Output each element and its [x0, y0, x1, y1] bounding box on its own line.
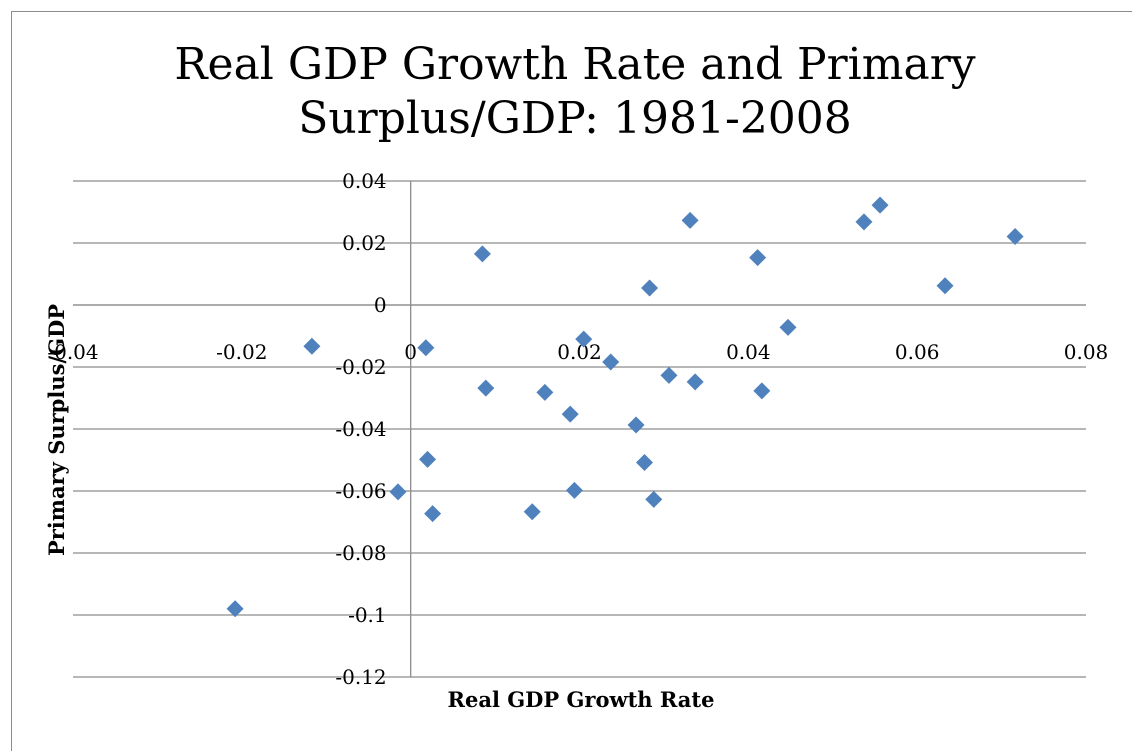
y-tick-labels: 0.04 0.02 0 -0.02 -0.04 -0.06 -0.08 -0.1 -0.12: [335, 169, 386, 689]
data-point-marker: [419, 450, 437, 468]
x-tick-label: 0.04: [726, 340, 771, 364]
x-axis-title: Real GDP Growth Rate: [448, 687, 715, 712]
chart-title-line-2: Surplus/GDP: 1981-2008: [298, 93, 852, 144]
y-tick-label: -0.06: [335, 479, 386, 503]
data-point-marker: [536, 383, 554, 401]
data-point-marker: [871, 196, 889, 214]
y-tick-label: -0.04: [335, 417, 386, 441]
y-tick-label: 0.04: [342, 169, 387, 193]
data-point-marker: [636, 453, 654, 471]
y-tick-label: 0: [374, 293, 387, 317]
y-axis-title: Primary Surplus/GDP: [44, 304, 69, 556]
x-tick-label: 0.08: [1064, 340, 1109, 364]
x-tick-label: 0.06: [895, 340, 940, 364]
x-tick-label: 0: [404, 340, 417, 364]
x-tick-label: 0.02: [557, 340, 602, 364]
x-tick-labels: -0.04 -0.02 0 0.02 0.04 0.06 0.08: [47, 340, 1108, 364]
data-point-marker: [686, 373, 704, 391]
y-tick-label: -0.1: [348, 603, 387, 627]
data-point-marker: [1006, 227, 1024, 245]
data-point-marker: [389, 483, 407, 501]
data-point-marker: [855, 213, 873, 231]
data-point-marker: [641, 279, 659, 297]
data-point-marker: [749, 249, 767, 267]
axes: [73, 181, 1086, 677]
data-point-marker: [575, 330, 593, 348]
y-tick-label: -0.08: [335, 541, 386, 565]
data-point-marker: [660, 366, 678, 384]
gridlines: [73, 180, 1086, 678]
x-tick-label: -0.04: [47, 340, 98, 364]
data-point-marker: [753, 382, 771, 400]
y-tick-label: -0.12: [335, 665, 386, 689]
data-point-marker: [424, 505, 442, 523]
data-point-marker: [627, 416, 645, 434]
data-point-marker: [477, 379, 495, 397]
data-point-marker: [473, 245, 491, 263]
data-point-marker: [936, 277, 954, 295]
data-point-marker: [523, 503, 541, 521]
y-tick-label: -0.02: [335, 355, 386, 379]
chart-title: Real GDP Growth Rate and Primary Surplus…: [0, 38, 1132, 146]
y-tick-label: 0.02: [342, 231, 387, 255]
data-point-marker: [561, 405, 579, 423]
data-point-marker: [226, 600, 244, 618]
chart-area: [11, 11, 1132, 751]
data-point-marker: [602, 353, 620, 371]
data-point-marker: [681, 211, 699, 229]
x-tick-label: -0.02: [216, 340, 267, 364]
data-point-marker: [779, 318, 797, 336]
chart-title-line-1: Real GDP Growth Rate and Primary: [174, 39, 976, 90]
data-point-marker: [565, 481, 583, 499]
data-point-marker: [303, 337, 321, 355]
data-point-marker: [645, 490, 663, 508]
data-point-marker: [417, 339, 435, 357]
data-markers: [226, 196, 1024, 618]
